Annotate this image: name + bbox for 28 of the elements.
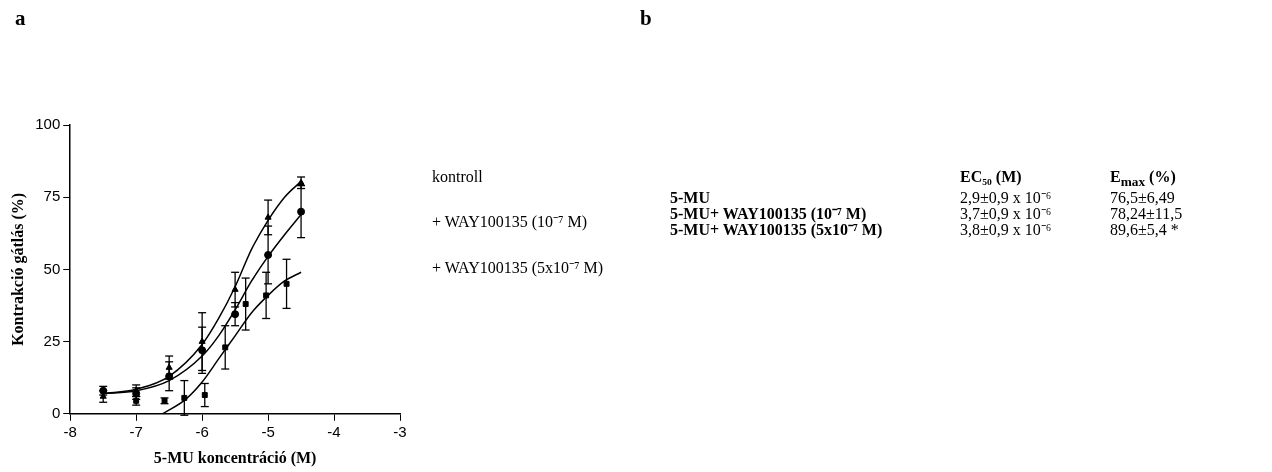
x-tick-label: -7 xyxy=(129,422,143,440)
y-tick-label: 0 xyxy=(51,403,61,421)
text: kontroll xyxy=(432,168,484,186)
text: E$_{max}$ (%) xyxy=(1110,168,1177,191)
text: a xyxy=(15,6,26,31)
text: b xyxy=(640,6,652,31)
text: 78,24±11,5 xyxy=(1110,205,1184,223)
x-tick-label: -8 xyxy=(63,422,77,440)
x-tick-label: -4 xyxy=(327,422,341,440)
y-axis-title: Kontrakció gátlás (%) xyxy=(8,192,27,346)
text: 76,5±6,49 xyxy=(1110,189,1176,207)
text: 5-MU xyxy=(670,189,711,207)
text: 3,8±0,9 x 10⁻⁶ xyxy=(960,221,1053,239)
x-tick-label: -6 xyxy=(195,422,209,440)
text: + WAY100135 (10⁻⁷ M) xyxy=(432,212,589,232)
text: 5-MU+ WAY100135 (10⁻⁷ M) xyxy=(670,205,867,223)
text: EC₅₀ (M) xyxy=(960,168,1023,188)
y-tick-label: 100 xyxy=(35,115,61,133)
y-tick-label: 75 xyxy=(43,187,61,205)
text: + WAY100135 (5x10⁻⁷ M) xyxy=(432,258,604,278)
text: 3,7±0,9 x 10⁻⁶ xyxy=(960,205,1053,223)
text: 2,9±0,9 x 10⁻⁶ xyxy=(960,189,1053,207)
x-tick-label: -3 xyxy=(393,422,407,440)
x-tick-label: -5 xyxy=(261,422,275,440)
y-tick-label: 25 xyxy=(43,331,61,349)
y-tick-label: 50 xyxy=(43,259,61,277)
text: 89,6±5,4 * xyxy=(1110,221,1180,239)
x-axis-title: 5-MU koncentráció (M) xyxy=(153,448,317,467)
